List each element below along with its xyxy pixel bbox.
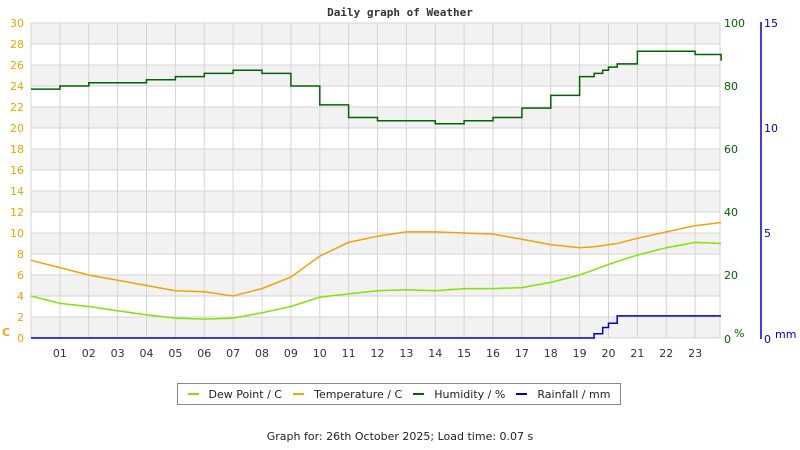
temperature-tick-label: 6	[17, 269, 24, 282]
weather-chart: Daily graph of Weather 02468101214161820…	[2, 6, 796, 360]
temperature-tick-label: 18	[10, 143, 24, 156]
dew-point-line	[30, 241, 722, 320]
legend-item-dew-point: Dew Point / C	[187, 387, 282, 401]
hour-tick-label: 16	[486, 347, 500, 360]
hour-tick-label: 19	[573, 347, 587, 360]
dew-point-swatch-icon	[187, 393, 199, 395]
band	[31, 317, 720, 338]
humidity-tick-label: 100	[724, 17, 745, 30]
temperature-tick-label: 4	[17, 290, 24, 303]
temperature-tick-label: 26	[10, 59, 24, 72]
temperature-tick-label: 12	[10, 206, 24, 219]
temperature-tick-label: 2	[17, 311, 24, 324]
hour-tick-label: 06	[197, 347, 211, 360]
band	[31, 23, 720, 44]
rainfall-line	[31, 315, 722, 339]
temperature-tick-label: 8	[17, 248, 24, 261]
temperature-axis-unit: C	[2, 326, 10, 339]
temperature-tick-label: 24	[10, 80, 24, 93]
hour-tick-label: 03	[111, 347, 125, 360]
temperature-tick-label: 0	[17, 332, 24, 345]
legend-item-humidity: Humidity / %	[413, 388, 505, 401]
hour-tick-label: 14	[428, 347, 442, 360]
rainfall-axis-unit: mm	[775, 328, 796, 341]
hour-tick-label: 05	[168, 347, 182, 360]
legend-label-rainfall: Rainfall / mm	[537, 387, 611, 401]
humidity-tick-label: 40	[724, 206, 738, 219]
humidity-swatch-icon	[413, 393, 425, 395]
temperature-swatch-icon	[293, 393, 305, 395]
hour-tick-label: 09	[284, 347, 298, 360]
hour-tick-label: 11	[342, 347, 356, 360]
humidity-tick-label: 80	[724, 80, 738, 93]
rainfall-tick-label: 10	[764, 122, 778, 135]
hour-tick-label: 04	[140, 347, 154, 360]
hour-tick-label: 10	[313, 347, 327, 360]
temperature-line	[30, 221, 722, 297]
hour-tick-label: 01	[53, 347, 67, 360]
hour-tick-label: 15	[457, 347, 471, 360]
band	[31, 233, 720, 254]
graph-footer: Graph for: 26th October 2025; Load time:…	[266, 430, 534, 443]
humidity-axis-unit: %	[734, 327, 744, 340]
rainfall-tick-label: 0	[764, 333, 771, 346]
legend-label-dew-point: Dew Point / C	[208, 387, 282, 401]
hour-tick-label: 02	[82, 347, 96, 360]
temperature-tick-label: 20	[10, 122, 24, 135]
legend-label-humidity: Humidity / %	[434, 387, 506, 401]
band	[31, 149, 720, 170]
hour-tick-label: 08	[255, 347, 269, 360]
plot-background-bands	[31, 23, 720, 338]
hour-axis-ticks: 01 02 03 04 05 06 07 08 09 10 11 12 13 14 15 16 17 18 19 20…	[53, 347, 702, 360]
hour-tick-label: 21	[630, 347, 644, 360]
rainfall-tick-label: 15	[764, 17, 778, 30]
gridlines	[30, 22, 721, 339]
rainfall-swatch-icon	[516, 393, 528, 395]
humidity-tick-label: 60	[724, 143, 738, 156]
humidity-axis-ticks: 0 20 40 60 80 100	[724, 17, 745, 346]
hour-tick-label: 12	[371, 347, 385, 360]
hour-tick-label: 22	[659, 347, 673, 360]
hour-tick-label: 23	[688, 347, 702, 360]
hour-tick-label: 17	[515, 347, 529, 360]
temperature-tick-label: 10	[10, 227, 24, 240]
humidity-tick-label: 20	[724, 269, 738, 282]
hour-tick-label: 13	[399, 347, 413, 360]
temperature-tick-label: 28	[10, 38, 24, 51]
temperature-tick-label: 22	[10, 101, 24, 114]
band	[31, 65, 720, 86]
temperature-tick-label: 14	[10, 185, 24, 198]
data-series	[30, 50, 722, 339]
legend-label-temperature: Temperature / C	[314, 387, 403, 401]
humidity-line	[31, 50, 722, 125]
chart-legend: Dew Point / C Temperature / C Humidity /…	[177, 383, 621, 405]
hour-tick-label: 07	[226, 347, 240, 360]
hour-tick-label: 18	[544, 347, 558, 360]
band	[31, 275, 720, 296]
legend-item-rainfall: Rainfall / mm	[516, 388, 610, 401]
hour-tick-label: 20	[602, 347, 616, 360]
temperature-tick-label: 30	[10, 17, 24, 30]
temperature-tick-label: 16	[10, 164, 24, 177]
humidity-tick-label: 0	[724, 333, 731, 346]
legend-item-temperature: Temperature / C	[293, 388, 402, 401]
chart-title: Daily graph of Weather	[327, 6, 473, 19]
rainfall-axis-ticks: 0 5 10 15	[764, 17, 778, 346]
rainfall-tick-label: 5	[764, 227, 771, 240]
band	[31, 191, 720, 212]
